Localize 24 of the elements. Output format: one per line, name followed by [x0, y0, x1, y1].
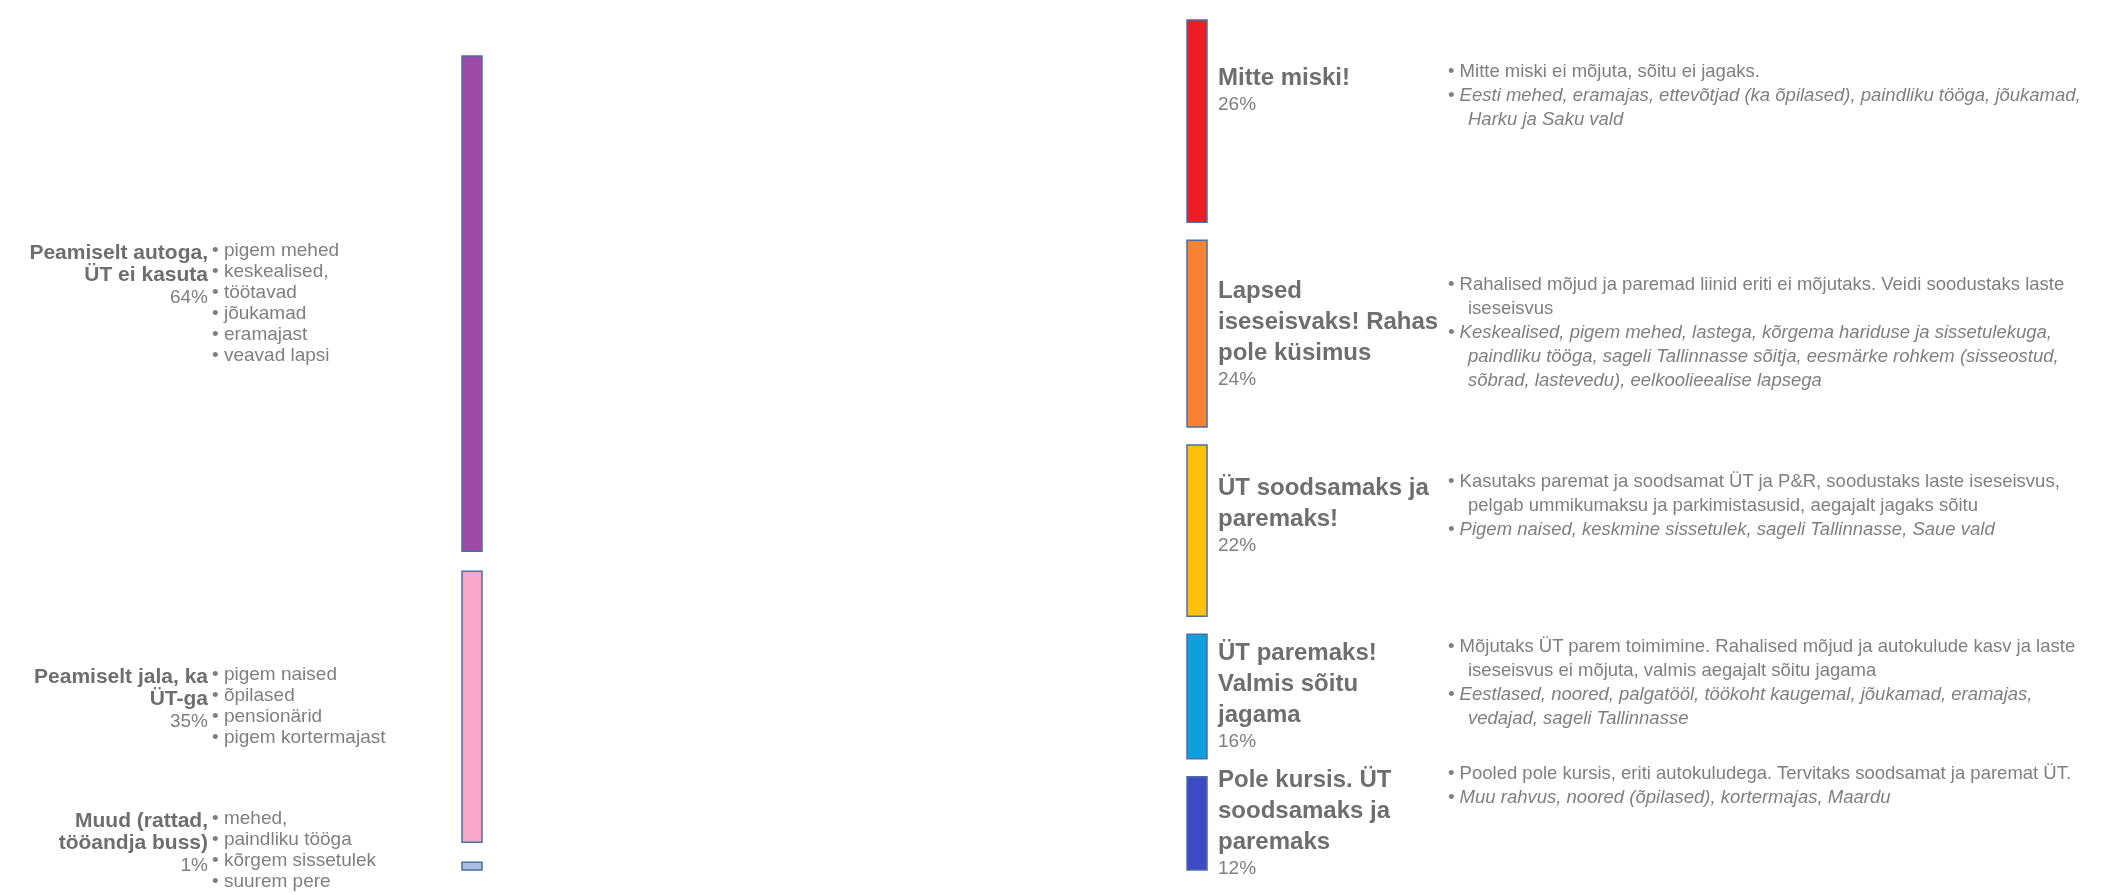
data-label: 1%: [179, 853, 208, 877]
data-label: 12%: [1218, 856, 1258, 881]
category-label: Peamiselt autoga, ÜT ei kasuta: [28, 239, 208, 285]
data-label: 24%: [1218, 366, 1258, 391]
text: • Mitte miski ei mõjuta, sõitu ei jagaks. • Eesti mehed, eramajas, ettevõtjad (ka õpilased), paindliku tööga, jõukamad, Harku ja Saku vald: [1448, 59, 2082, 132]
data-label: 16%: [1218, 729, 1258, 754]
text: • Kasutaks paremat ja soodsamat ÜT ja P&R, soodustaks laste iseseisvus, pelgab ummikumaksu ja parkimistasusid, aegajalt jagaks sõitu • Pigem naised, keskmine sissetulek, sageli Tallinnasse, Saue vald: [1448, 468, 2061, 541]
category-label: Pole kursis. ÜT soodsamaks ja paremaks: [1218, 764, 1393, 857]
data-label: 26%: [1218, 92, 1258, 117]
category-label: Muud (rattad, tööandja buss): [57, 808, 208, 853]
category-label: Lapsed iseseisvaks! Rahas pole küsimus: [1218, 274, 1440, 367]
category-label: ÜT soodsamaks ja paremaks!: [1218, 471, 1430, 533]
data-label: 35%: [168, 709, 208, 733]
data-label: 64%: [168, 284, 208, 309]
category-label: Peamiselt jala, ka ÜT-ga: [33, 663, 208, 709]
text: • Rahalised mõjud ja paremad liinid eriti ei mõjutaks. Veidi soodustaks laste iseseisvus • Keskealised, pigem mehed, lastega, kõrgema hariduse ja sissetulekuga, paindliku tööga, sageli Tallinnasse sõitja, eesmärke rohkem (sisseostud, sõbrad, lastevedu), eelkoolieealise lapsega: [1448, 271, 2066, 392]
text: • pigem mehed • keskealised, • töötavad • jõukamad • eramajast • veavad lapsi: [212, 238, 341, 365]
data-label: 22%: [1218, 532, 1258, 557]
text: • pigem naised • õpilased • pensionärid • pigem kortermajast: [212, 662, 387, 747]
category-label: ÜT paremaks! Valmis sõitu jagama: [1218, 637, 1378, 730]
text: • Mõjutaks ÜT parem toimimine. Rahalised mõjud ja autokulude kasv ja laste iseseisvus ei mõjuta, valmis aegajalt sõitu jagama • Eestlased, noored, palgatööl, töökoht kaugemal, jõukamad, eramajas, vedajad, sageli Tallinnasse: [1448, 634, 2077, 731]
category-label: Mitte miski!: [1218, 62, 1352, 93]
text: • Pooled pole kursis, eriti autokuludega. Tervitaks soodsamat ja paremat ÜT. • Muu rahvus, noored (õpilased), kortermajas, Maardu: [1448, 761, 2073, 810]
text: • mehed, • paindliku tööga • kõrgem sissetulek • suurem pere: [212, 807, 377, 891]
